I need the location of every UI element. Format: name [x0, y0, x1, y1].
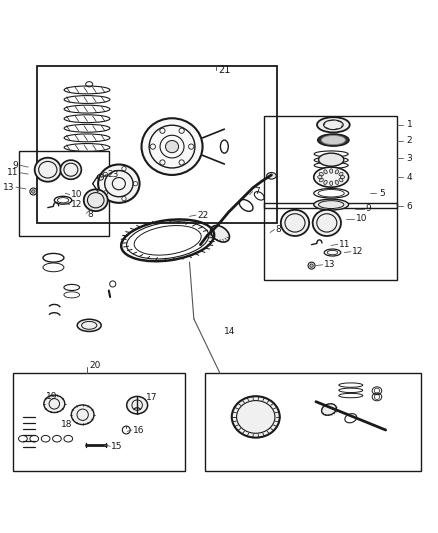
Text: 8: 8	[276, 224, 282, 233]
Text: 12: 12	[352, 247, 364, 256]
Ellipse shape	[335, 170, 339, 174]
Text: 23: 23	[107, 170, 118, 179]
Ellipse shape	[127, 397, 148, 414]
Text: 2: 2	[406, 136, 412, 146]
Ellipse shape	[324, 170, 327, 174]
Text: 9: 9	[365, 205, 371, 213]
Ellipse shape	[44, 395, 65, 413]
Ellipse shape	[60, 160, 81, 179]
Ellipse shape	[317, 117, 350, 132]
Ellipse shape	[267, 173, 276, 179]
Text: 1: 1	[406, 120, 412, 130]
Text: 19: 19	[46, 392, 57, 401]
Ellipse shape	[339, 179, 343, 182]
Ellipse shape	[314, 199, 349, 210]
Bar	[205, 373, 420, 471]
Ellipse shape	[330, 169, 333, 173]
Ellipse shape	[141, 118, 202, 175]
Ellipse shape	[339, 172, 343, 176]
Text: 5: 5	[380, 189, 385, 198]
Ellipse shape	[335, 180, 339, 184]
Text: 10: 10	[71, 190, 82, 199]
Text: 7: 7	[254, 187, 260, 196]
Ellipse shape	[318, 175, 322, 179]
Text: 6: 6	[406, 202, 412, 211]
Text: 13: 13	[324, 260, 335, 269]
Text: 10: 10	[356, 214, 367, 223]
Circle shape	[32, 190, 35, 193]
Ellipse shape	[340, 175, 345, 179]
Text: 9: 9	[12, 161, 18, 170]
Ellipse shape	[77, 319, 101, 332]
Circle shape	[310, 264, 313, 268]
Ellipse shape	[232, 396, 280, 438]
Ellipse shape	[319, 172, 323, 176]
Ellipse shape	[71, 405, 94, 425]
Bar	[13, 373, 185, 471]
Text: 16: 16	[133, 426, 144, 435]
Ellipse shape	[211, 225, 230, 242]
Text: 8: 8	[88, 209, 93, 219]
Ellipse shape	[324, 180, 327, 184]
Ellipse shape	[313, 210, 341, 236]
Text: 22: 22	[198, 211, 208, 220]
Text: 17: 17	[146, 393, 157, 402]
Ellipse shape	[321, 404, 336, 415]
Ellipse shape	[319, 179, 323, 182]
Bar	[264, 116, 396, 208]
Text: 3: 3	[406, 154, 412, 163]
Ellipse shape	[281, 210, 309, 236]
Ellipse shape	[318, 134, 349, 146]
Bar	[19, 151, 109, 236]
Text: 18: 18	[61, 420, 72, 429]
Text: 20: 20	[89, 361, 101, 370]
Ellipse shape	[318, 153, 344, 166]
Ellipse shape	[98, 165, 140, 203]
Text: 12: 12	[71, 200, 82, 209]
Text: 4: 4	[406, 173, 412, 182]
Text: 11: 11	[7, 168, 18, 177]
Ellipse shape	[330, 181, 333, 185]
Bar	[37, 66, 277, 223]
Text: 15: 15	[111, 442, 123, 450]
Bar	[264, 203, 396, 280]
Ellipse shape	[84, 189, 108, 211]
Text: 11: 11	[339, 240, 350, 249]
Ellipse shape	[166, 141, 179, 152]
Text: 13: 13	[3, 183, 14, 192]
Text: 21: 21	[218, 66, 230, 75]
Text: 14: 14	[223, 327, 235, 336]
Ellipse shape	[35, 158, 61, 182]
Ellipse shape	[314, 167, 349, 187]
Ellipse shape	[321, 135, 345, 144]
